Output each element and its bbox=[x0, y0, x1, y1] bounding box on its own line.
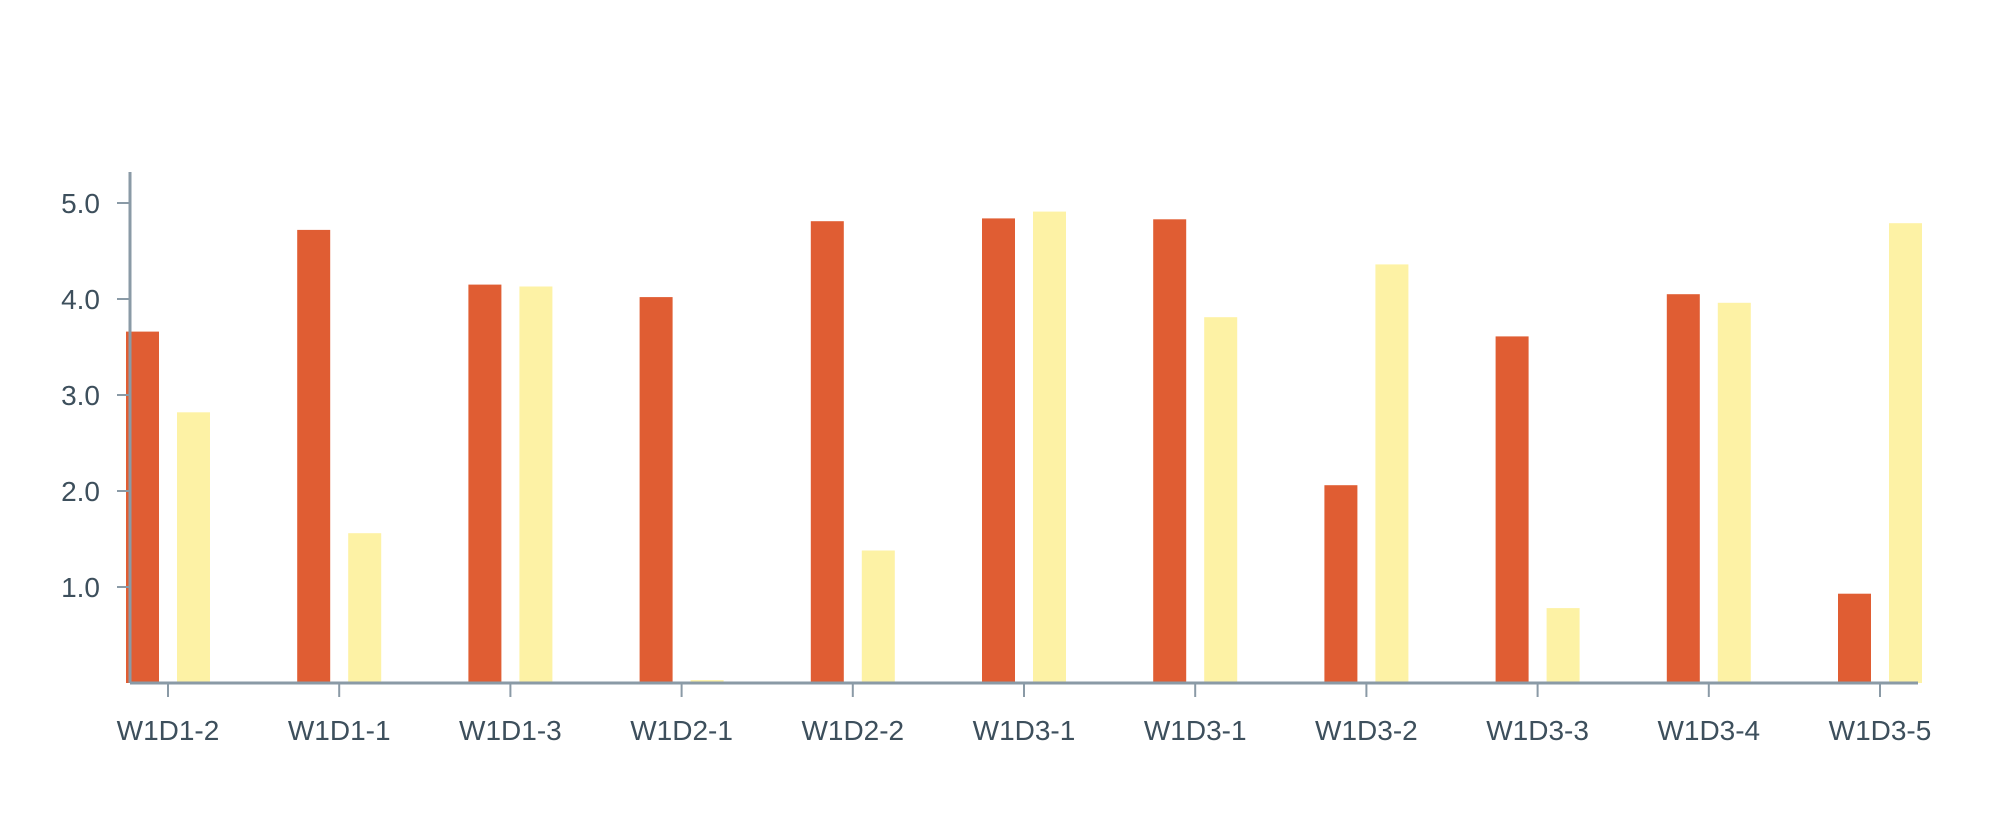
y-tick-label: 3.0 bbox=[61, 380, 100, 411]
bar-series1-1 bbox=[297, 229, 331, 683]
bar-series2-10 bbox=[1889, 223, 1922, 683]
x-tick-label: W1D3-4 bbox=[1657, 715, 1760, 746]
bar-series1-5 bbox=[982, 218, 1015, 683]
bar-series1-8 bbox=[1495, 336, 1529, 683]
bar-series2-4 bbox=[861, 550, 895, 683]
x-tick-label: W1D2-2 bbox=[801, 715, 904, 746]
bar-series1-6 bbox=[1153, 219, 1187, 684]
y-tick-label: 4.0 bbox=[61, 284, 100, 315]
bar-series2-8 bbox=[1546, 608, 1580, 683]
y-tick-label: 5.0 bbox=[61, 188, 100, 219]
bar-series1-9 bbox=[1666, 294, 1700, 683]
bar-series1-3 bbox=[639, 297, 673, 683]
y-tick-label: 2.0 bbox=[61, 476, 100, 507]
x-tick-label: W1D1-3 bbox=[459, 715, 562, 746]
bar-series2-6 bbox=[1204, 317, 1238, 683]
x-tick-label: W1D3-1 bbox=[973, 715, 1076, 746]
x-tick-label: W1D3-3 bbox=[1486, 715, 1589, 746]
bar-series2-7 bbox=[1375, 264, 1409, 683]
y-axis-ticks: 1.0 2.0 3.0 4.0 5.0 bbox=[61, 188, 130, 603]
bar-series2-1 bbox=[348, 533, 382, 683]
x-tick-label: W1D3-5 bbox=[1829, 715, 1932, 746]
x-tick-label: W1D3-1 bbox=[1144, 715, 1247, 746]
x-tick-label: W1D1-1 bbox=[288, 715, 391, 746]
x-axis-ticks: W1D1-2 W1D1-1 W1D1-3 W1D2-1 W1D2-2 W1D3-1 W1D3… bbox=[117, 683, 1932, 746]
bars-layer bbox=[126, 211, 1922, 684]
bar-series1-4 bbox=[810, 221, 844, 683]
x-tick-label: W1D2-1 bbox=[630, 715, 733, 746]
bar-series1-7 bbox=[1324, 485, 1358, 683]
bar-series2-2 bbox=[519, 286, 553, 683]
x-tick-label: W1D3-2 bbox=[1315, 715, 1418, 746]
bar-series2-0 bbox=[177, 412, 210, 683]
bar-series2-9 bbox=[1717, 302, 1751, 683]
x-tick-label: W1D1-2 bbox=[117, 715, 220, 746]
y-tick-label: 1.0 bbox=[61, 572, 100, 603]
bar-series2-5 bbox=[1033, 211, 1066, 683]
axes-layer bbox=[128, 172, 1918, 685]
bar-series1-10 bbox=[1838, 593, 1871, 683]
bar-series1-2 bbox=[468, 284, 502, 683]
